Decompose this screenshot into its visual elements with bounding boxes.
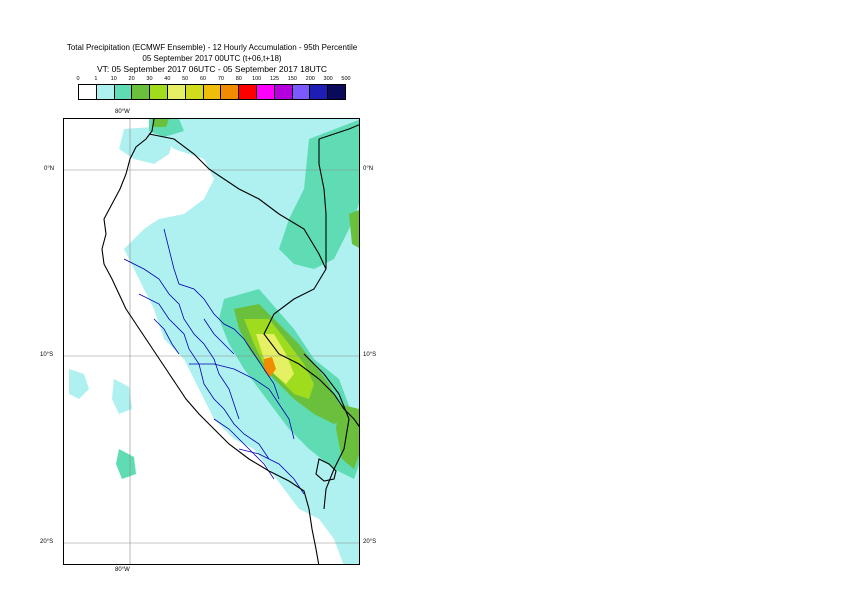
coastline-and-borders (101, 119, 359, 564)
legend-tick-label: 150 (287, 76, 297, 82)
precip-area-medium-4 (116, 449, 136, 479)
legend-tick-label: 50 (182, 76, 189, 82)
legend-tick-label: 1 (94, 76, 98, 82)
precip-yellow-layer (256, 334, 294, 384)
legend-swatch (310, 85, 329, 99)
border-north (148, 133, 327, 270)
legend-tick-label: 200 (305, 76, 315, 82)
border-bolivia (303, 353, 350, 510)
lat-label-left-20s: 20°S (40, 539, 54, 545)
precip-area-green-4 (152, 119, 169, 127)
title-line-3: VT: 05 September 2017 06UTC - 05 Septemb… (96, 64, 328, 74)
legend-swatch (292, 85, 311, 99)
legend-tick-label: 10 (110, 76, 117, 82)
legend-colorbar (78, 84, 346, 100)
lat-label-right-0: 0°N (363, 166, 374, 172)
border-lake (315, 458, 337, 482)
legend-labels: 0 1 10 20 30 40 50 60 70 80 100 125 150 200 300 500 (76, 76, 350, 84)
admin-boundaries (123, 228, 305, 495)
legend-tick-label: 60 (200, 76, 207, 82)
admin-line-5 (213, 418, 275, 480)
legend-tick-label: 300 (323, 76, 333, 82)
graticule (64, 119, 359, 564)
admin-line-8 (203, 318, 235, 355)
precip-area-green-3 (349, 209, 359, 248)
lon-label-top: 80°W (115, 109, 130, 115)
legend-tick-label: 40 (164, 76, 171, 82)
legend-tick-label: 70 (217, 76, 224, 82)
admin-line-2 (123, 258, 240, 420)
legend-swatch (239, 85, 257, 99)
precip-area-light-6 (164, 279, 209, 314)
precip-area-yellow (256, 334, 294, 384)
precipitation-legend: 0 1 10 20 30 40 50 60 70 80 100 125 150 200 300 500 (76, 76, 351, 102)
precipitation-map (64, 119, 359, 564)
chart-title: Total Precipitation (ECMWF Ensemble) - 1… (0, 42, 424, 75)
coastline (101, 119, 320, 564)
legend-swatch (114, 85, 133, 99)
lat-label-right-20s: 20°S (363, 539, 377, 545)
border-east (263, 139, 359, 428)
precip-orange-layer (264, 357, 276, 377)
lon-label-bottom: 80°W (115, 567, 130, 573)
legend-swatch (221, 85, 240, 99)
precip-area-medium (279, 119, 359, 269)
legend-swatch (167, 85, 186, 99)
legend-tick-label: 125 (269, 76, 280, 82)
legend-tick-label: 100 (252, 76, 262, 82)
legend-swatch (256, 85, 275, 99)
border-east-2 (318, 124, 359, 140)
precip-area-light-5 (112, 379, 132, 414)
legend-swatch (203, 85, 222, 99)
lat-label-right-10s: 10°S (363, 352, 377, 358)
legend-tick-label: 0 (76, 76, 80, 82)
precip-area-orange (264, 357, 276, 377)
legend-swatch (274, 85, 293, 99)
title-line-1: Total Precipitation (ECMWF Ensemble) - 1… (66, 43, 358, 52)
legend-swatch (328, 85, 345, 99)
lat-label-left-0: 0°N (44, 166, 55, 172)
admin-line-3 (138, 293, 270, 460)
legend-swatch (96, 85, 115, 99)
precip-area-light-4 (69, 369, 89, 399)
admin-line-6 (238, 448, 305, 495)
map-frame (63, 118, 360, 565)
admin-line (163, 228, 280, 400)
legend-swatch (150, 85, 168, 99)
admin-line-7 (153, 318, 180, 355)
lat-label-left-10s: 10°S (40, 352, 54, 358)
admin-line-4 (189, 363, 295, 440)
title-line-2: 05 September 2017 00UTC (t+06,t+18) (142, 54, 282, 63)
legend-tick-label: 30 (146, 76, 153, 82)
legend-swatch (185, 85, 204, 99)
legend-tick-label: 500 (341, 76, 351, 82)
legend-tick-label: 80 (235, 76, 242, 82)
legend-tick-label: 20 (128, 76, 135, 82)
legend-swatch (79, 85, 97, 99)
legend-swatch (132, 85, 151, 99)
